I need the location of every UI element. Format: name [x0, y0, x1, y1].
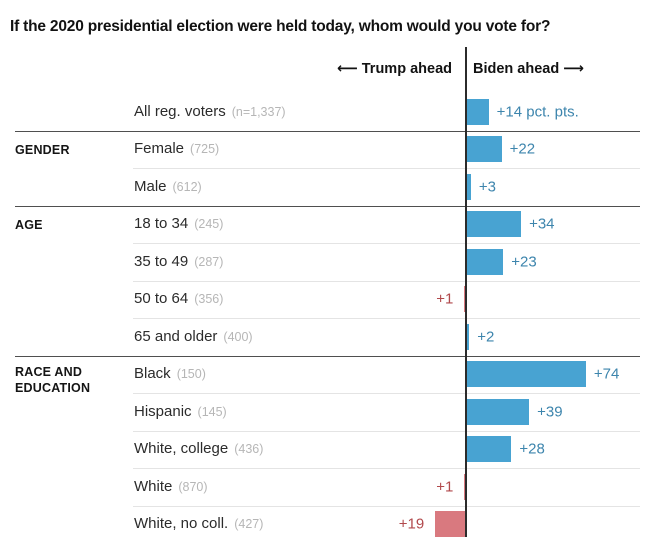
chart-row: All reg. voters (n=1,337) +14 pct. pts.	[0, 93, 652, 131]
chart-group: AGE 18 to 34 (245) +34 35 to 49 (287) +23 50 to…	[0, 205, 652, 356]
group-divider	[15, 130, 640, 132]
group-label: RACE AND EDUCATION	[15, 364, 91, 395]
group-divider	[15, 355, 640, 357]
row-label-group: Female (725)	[134, 140, 219, 158]
chart-row: White (870) +1	[0, 468, 652, 506]
row-separator	[133, 318, 640, 319]
row-value-label: +28	[519, 440, 545, 458]
row-value-label: +1	[436, 478, 454, 496]
group-label: GENDER	[15, 142, 70, 157]
bar-biden-lead	[466, 248, 504, 275]
chart-row: Black (150) +74	[0, 356, 652, 394]
row-label-group: 65 and older (400)	[134, 328, 253, 346]
chart-row: Male (612) +3	[0, 168, 652, 206]
row-value-label: +19	[398, 515, 425, 533]
row-label: Male	[134, 177, 167, 195]
row-label: 65 and older	[134, 327, 218, 345]
row-sample-size: (356)	[194, 292, 224, 307]
row-label-group: 50 to 64 (356)	[134, 290, 223, 308]
bar-biden-lead	[466, 436, 512, 463]
row-label: 18 to 34	[134, 215, 189, 233]
row-label-group: White, no coll. (427)	[134, 515, 263, 533]
row-label: Female	[134, 140, 185, 158]
row-sample-size: (n=1,337)	[231, 104, 286, 119]
bar-trump-lead	[435, 511, 466, 537]
row-sample-size: (287)	[194, 254, 224, 269]
bar-biden-lead	[466, 398, 530, 425]
row-sample-size: (436)	[234, 442, 264, 457]
row-sample-size: (400)	[223, 329, 253, 344]
chart-row: 18 to 34 (245) +34	[0, 206, 652, 244]
row-label-group: White, college (436)	[134, 440, 263, 458]
chart-row: 50 to 64 (356) +1	[0, 280, 652, 319]
chart-row: 35 to 49 (287) +23	[0, 243, 652, 281]
row-separator	[133, 468, 640, 469]
group-label: AGE	[15, 217, 43, 232]
bar-biden-lead	[466, 136, 502, 163]
row-value-label: +3	[478, 178, 496, 196]
group-divider	[15, 205, 640, 207]
bar-biden-lead	[466, 323, 470, 350]
row-value-label: +22	[509, 140, 536, 158]
row-sample-size: (725)	[190, 142, 220, 157]
row-separator	[133, 393, 640, 394]
chart-row: 65 and older (400) +2	[0, 318, 652, 356]
row-label-group: Male (612)	[134, 178, 202, 196]
row-label-group: All reg. voters (n=1,337)	[134, 103, 286, 121]
row-label: All reg. voters	[134, 102, 226, 120]
row-label: 35 to 49	[134, 252, 189, 270]
row-label-group: Hispanic (145)	[134, 403, 227, 421]
row-value-label: +39	[537, 403, 563, 421]
chart-group: All reg. voters (n=1,337) +14 pct. pts.	[0, 93, 652, 131]
chart-row: White, college (436) +28	[0, 430, 652, 469]
bar-biden-lead	[466, 173, 471, 200]
row-value-label: +23	[511, 253, 537, 271]
bar-biden-lead	[466, 211, 522, 238]
chart-groups: All reg. voters (n=1,337) +14 pct. pts. GEN…	[0, 93, 652, 537]
chart-group: GENDER Female (725) +22 Male (612) +3	[0, 130, 652, 206]
chart-title: If the 2020 presidential election were h…	[10, 18, 551, 35]
row-separator	[133, 168, 640, 169]
row-separator	[133, 505, 640, 507]
row-label-group: Black (150)	[134, 365, 206, 383]
row-separator	[133, 243, 640, 244]
row-value-label: +14 pct. pts.	[496, 103, 579, 121]
row-sample-size: (145)	[197, 404, 227, 419]
row-sample-size: (870)	[178, 479, 208, 494]
bar-biden-lead	[466, 98, 489, 125]
row-label: Black	[134, 365, 171, 383]
row-label-group: White (870)	[134, 478, 208, 496]
row-separator	[133, 430, 640, 432]
row-label: White, college	[134, 440, 229, 458]
row-sample-size: (150)	[176, 367, 206, 382]
row-label: 50 to 64	[134, 290, 189, 308]
trump-ahead-direction-label: ⟵ Trump ahead	[336, 61, 452, 77]
row-value-label: +74	[593, 365, 620, 383]
row-sample-size: (427)	[234, 517, 264, 532]
zero-axis-line	[465, 47, 467, 537]
row-label: Hispanic	[134, 402, 192, 420]
row-value-label: +2	[477, 328, 495, 346]
row-label-group: 18 to 34 (245)	[134, 215, 223, 233]
row-value-label: +34	[529, 215, 555, 233]
row-separator	[133, 280, 640, 282]
row-label: White, no coll.	[134, 515, 229, 533]
row-sample-size: (612)	[172, 179, 202, 194]
chart-row: Hispanic (145) +39	[0, 393, 652, 431]
chart-row: Female (725) +22	[0, 131, 652, 169]
chart-row: White, no coll. (427) +19	[0, 505, 652, 537]
bar-biden-lead	[466, 361, 586, 388]
row-label: White	[134, 477, 173, 495]
chart-group: RACE AND EDUCATION Black (150) +74 Hispanic (…	[0, 355, 652, 537]
biden-ahead-direction-label: Biden ahead ⟶	[473, 61, 585, 77]
row-sample-size: (245)	[194, 217, 224, 232]
row-label-group: 35 to 49 (287)	[134, 253, 223, 271]
row-value-label: +1	[436, 290, 454, 308]
